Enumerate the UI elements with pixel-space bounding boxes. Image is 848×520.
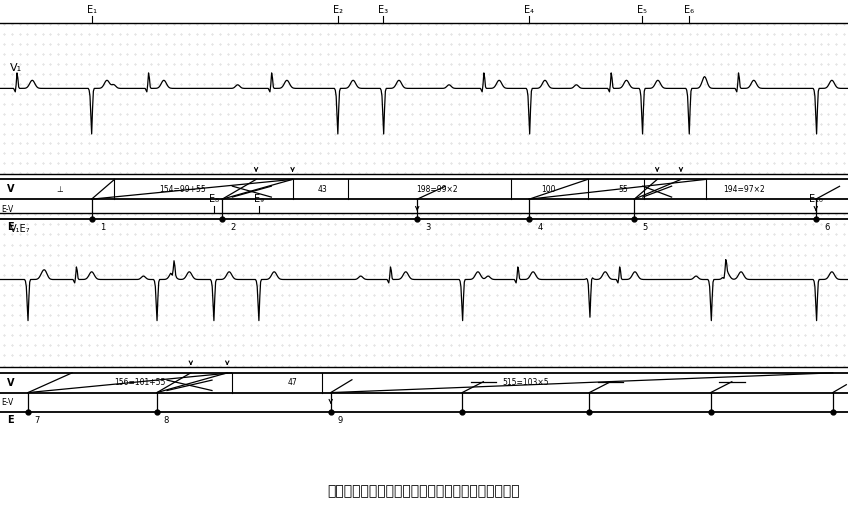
Text: 5: 5 — [643, 223, 648, 232]
Text: 515=103×5: 515=103×5 — [503, 378, 549, 387]
Text: 3: 3 — [426, 223, 431, 232]
Text: E₅: E₅ — [637, 5, 647, 15]
Text: 1: 1 — [100, 223, 105, 232]
Text: E₃: E₃ — [378, 5, 388, 15]
Text: 6: 6 — [824, 223, 829, 232]
Text: 7: 7 — [35, 415, 40, 425]
Text: 154=99+55: 154=99+55 — [159, 185, 206, 194]
Text: V₁E₇: V₁E₇ — [10, 224, 31, 233]
Text: 198=99×2: 198=99×2 — [416, 185, 458, 194]
Text: 100: 100 — [541, 185, 556, 194]
Text: E: E — [7, 414, 14, 425]
Text: E₂: E₂ — [332, 5, 343, 15]
Text: 8: 8 — [164, 415, 169, 425]
Text: E₁: E₁ — [86, 5, 97, 15]
Text: V: V — [7, 184, 14, 194]
Text: 4: 4 — [538, 223, 543, 232]
Text: 室性并行灶周围显性折返伴折返径路内反向文氏现象: 室性并行灶周围显性折返伴折返径路内反向文氏现象 — [327, 485, 521, 498]
Text: 156=101+55: 156=101+55 — [114, 378, 165, 387]
Text: V₁: V₁ — [10, 62, 22, 73]
Text: E₄: E₄ — [524, 5, 534, 15]
Text: E₉: E₉ — [254, 194, 264, 204]
Text: E: E — [7, 222, 14, 232]
Text: E₈: E₈ — [209, 194, 219, 204]
Text: E-V: E-V — [2, 205, 14, 214]
Text: 194=97×2: 194=97×2 — [723, 185, 766, 194]
Text: E-V: E-V — [2, 398, 14, 407]
Text: 43: 43 — [317, 185, 327, 194]
Text: 9: 9 — [338, 415, 343, 425]
Text: E₆: E₆ — [683, 5, 694, 15]
Text: E₁₀: E₁₀ — [809, 194, 823, 204]
Text: V: V — [7, 378, 14, 388]
Text: 55: 55 — [618, 185, 628, 194]
Text: 47: 47 — [287, 378, 298, 387]
Text: 2: 2 — [231, 223, 236, 232]
Text: ⊥: ⊥ — [56, 185, 63, 194]
